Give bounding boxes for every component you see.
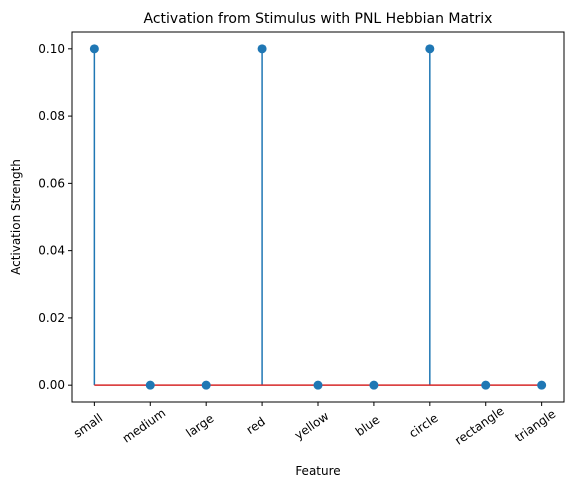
- stem-marker: [313, 380, 323, 390]
- y-axis-label: Activation Strength: [9, 159, 23, 275]
- stem-marker: [537, 380, 547, 390]
- x-tick-label: circle: [406, 411, 440, 441]
- axes-frame: [71, 31, 565, 403]
- x-tick-label: medium: [120, 406, 168, 446]
- y-tick-label: 0.10: [38, 42, 65, 56]
- stem-marker: [425, 44, 435, 54]
- x-tick-label: yellow: [292, 409, 332, 443]
- y-tick-label: 0.02: [38, 311, 65, 325]
- x-tick-label: triangle: [512, 407, 558, 445]
- x-tick-label: large: [183, 411, 216, 440]
- x-axis-label: Feature: [295, 464, 340, 478]
- y-tick-label: 0.06: [38, 176, 65, 190]
- x-tick-label: rectangle: [452, 404, 506, 448]
- y-tick-label: 0.08: [38, 109, 65, 123]
- stem-marker: [89, 44, 99, 54]
- y-tick-label: 0.04: [38, 244, 65, 258]
- y-tick-label: 0.00: [38, 378, 65, 392]
- x-axis: small medium large red yellow blue circle recta…: [71, 402, 558, 448]
- chart-title: Activation from Stimulus with PNL Hebbia…: [144, 11, 493, 27]
- plot-area: [89, 44, 547, 390]
- x-tick-label: blue: [353, 413, 382, 439]
- stem-marker: [257, 44, 267, 54]
- y-axis: 0.00 0.02 0.04 0.06 0.08 0.10: [38, 42, 72, 392]
- stem-marker: [201, 380, 211, 390]
- stem-marker: [481, 380, 491, 390]
- x-tick-label: red: [244, 414, 268, 437]
- stem-marker: [145, 380, 155, 390]
- stem-marker: [369, 380, 379, 390]
- x-tick-label: small: [71, 411, 105, 441]
